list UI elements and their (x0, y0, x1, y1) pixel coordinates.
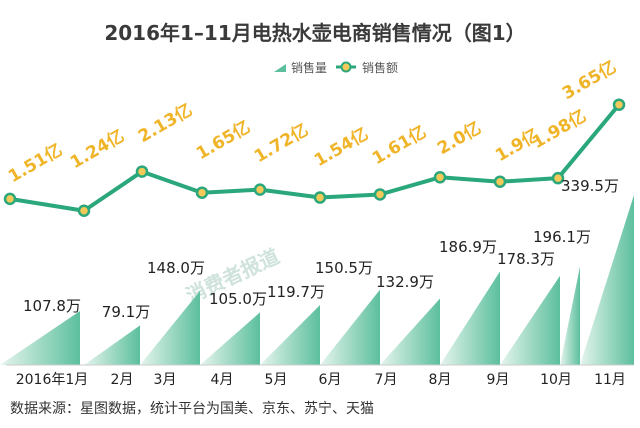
x-tick-label: 2月 (111, 372, 134, 388)
sales-markers (3, 98, 626, 217)
x-tick-label: 11月 (594, 372, 626, 388)
x-tick-label: 6月 (319, 372, 342, 388)
volume-data-label: 339.5万 (561, 177, 619, 195)
x-tick-label: 5月 (265, 372, 288, 388)
legend-volume-label: 销售量 (291, 60, 327, 75)
sales-data-label: 1.54亿 (310, 123, 372, 171)
sales-point (493, 175, 507, 188)
sales-point (612, 98, 626, 111)
volume-data-label: 148.0万 (147, 259, 205, 277)
volume-bars (0, 195, 634, 365)
volume-bar (580, 195, 634, 365)
volume-bar (84, 325, 140, 365)
volume-data-label: 178.3万 (497, 250, 555, 268)
volume-bar (200, 312, 260, 365)
chart-title: 2016年1–11月电热水壶电商销售情况（图1） (104, 21, 525, 45)
volume-bar (560, 266, 580, 365)
x-tick-label: 2016年1月 (16, 372, 89, 388)
volume-bar (260, 305, 320, 365)
sales-data-label: 1.72亿 (250, 119, 312, 167)
sales-point (551, 171, 565, 185)
sales-data-label: 1.61亿 (368, 121, 430, 169)
volume-bar (380, 298, 440, 365)
legend-sales-label: 销售额 (362, 60, 398, 75)
sales-point (433, 171, 447, 184)
sales-point (195, 186, 209, 199)
sales-point (313, 191, 327, 204)
volume-bar (0, 311, 80, 365)
x-tick-label: 10月 (540, 372, 572, 388)
sales-point (253, 183, 267, 196)
source-note: 数据来源：星图数据，统计平台为国美、京东、苏宁、天猫 (10, 400, 374, 417)
volume-bar (500, 275, 560, 365)
x-tick-label: 7月 (375, 372, 398, 388)
legend-sales-marker (340, 61, 352, 73)
sales-data-label: 1.98亿 (528, 105, 590, 153)
volume-data-label: 105.0万 (209, 290, 267, 308)
sales-data-label: 2.0亿 (434, 117, 485, 159)
sales-data-label: 3.65亿 (558, 56, 620, 104)
sales-point (135, 165, 149, 178)
x-tick-label: 8月 (429, 372, 452, 388)
volume-data-label: 132.9万 (376, 273, 434, 291)
volume-data-label: 196.1万 (533, 228, 591, 246)
volume-data-label: 119.7万 (267, 283, 325, 301)
sales-data-label: 1.51亿 (4, 139, 66, 187)
x-tick-label: 3月 (154, 372, 177, 388)
x-axis-ticks: 2016年1月 2月 3月 4月 5月 6月 7月 8月 9月 10月 11月 (16, 372, 626, 388)
volume-data-label: 186.9万 (439, 238, 497, 256)
x-tick-label: 4月 (211, 372, 234, 388)
sales-data-label: 2.13亿 (134, 99, 196, 147)
sales-point (373, 188, 387, 201)
sales-data-label: 1.65亿 (192, 116, 254, 164)
volume-bar (440, 271, 500, 365)
volume-data-label: 107.8万 (23, 297, 81, 315)
volume-data-label: 79.1万 (102, 303, 150, 321)
legend-volume-swatch (274, 64, 286, 72)
sales-point (3, 192, 17, 206)
volume-bar (140, 290, 200, 365)
volume-bar (320, 289, 380, 365)
x-tick-label: 9月 (487, 372, 510, 388)
sales-point (77, 204, 91, 217)
volume-data-label: 150.5万 (315, 259, 373, 277)
chart-legend: 销售量 销售额 (274, 60, 398, 75)
sales-data-label: 1.24亿 (66, 125, 128, 173)
